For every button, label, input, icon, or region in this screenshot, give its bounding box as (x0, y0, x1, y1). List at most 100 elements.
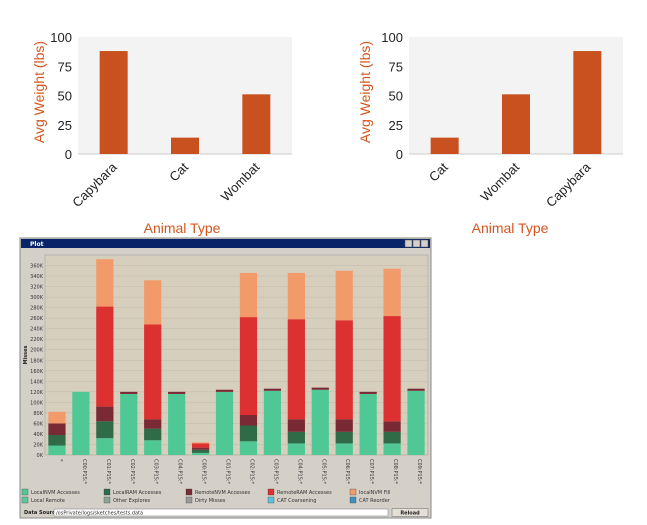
c1-xtick: Capybara (69, 159, 120, 210)
maximize-button[interactable] (412, 239, 421, 248)
c2-bar-wombat (502, 94, 530, 154)
c3-legend-swatch[interactable] (185, 488, 193, 496)
c3-ytick: 140K (30, 379, 44, 385)
c3-bar-segment (96, 306, 114, 407)
c3-xtick: C07:P15:* (368, 459, 374, 485)
data-source-input[interactable] (53, 508, 389, 517)
c3-bar-segment (335, 320, 353, 420)
c3-legend-swatch[interactable] (349, 488, 357, 496)
c2-bar-capybara (573, 51, 602, 154)
data-source-value: /osPrivate/logs/sketches/tests.data (56, 511, 143, 517)
c3-ytick: 220K (30, 337, 44, 343)
c3-bar-segment (383, 443, 401, 455)
c3-bar-segment (144, 428, 162, 441)
reload-button[interactable] (391, 508, 429, 517)
c1-ytick: 75 (58, 59, 72, 74)
c1-xtick: Wombat (218, 159, 263, 204)
c3-bar-segment (144, 324, 162, 420)
c3-legend-label: Local Remote (31, 498, 65, 504)
c3-legend-swatch[interactable] (103, 496, 111, 504)
c3-bar-segment (263, 388, 282, 391)
c3-ytick: 40K (33, 432, 43, 438)
c3-bar-segment (48, 445, 66, 455)
data-source-row: Data Source: /osPrivate/logs/sketches/te… (24, 508, 429, 517)
minimize-button[interactable] (404, 239, 413, 248)
c3-legend-label: LocalRAM Accesses (113, 490, 162, 496)
close-button[interactable] (420, 239, 429, 248)
c3-xtick: C06:P15:* (344, 459, 350, 485)
c2-xtick: Cat (426, 159, 451, 184)
c3-xtick: C05:P15:* (320, 459, 326, 485)
c3-bar-segment (48, 435, 66, 446)
chart-3-legend: LocalNVM Accesses LocalRAM Accesses Remote… (21, 488, 391, 504)
c1-bar-capybara (99, 51, 128, 154)
chart-1-xlabel: Animal Type (144, 220, 221, 236)
c1-ytick: 0 (65, 147, 72, 162)
c3-bar-segment (239, 272, 258, 318)
c3-ytick: 240K (30, 327, 44, 333)
c3-bar-segment (383, 268, 401, 317)
c3-bar-segment (287, 272, 305, 320)
c1-bar-wombat (242, 94, 271, 154)
c3-xtick: C01:P15:* (225, 459, 231, 485)
c3-bar-segment (383, 316, 401, 422)
c2-ytick: 25 (389, 118, 403, 133)
c3-legend-swatch[interactable] (349, 496, 357, 504)
c3-ytick: 60K (33, 421, 43, 427)
c3-xtick: * (57, 459, 63, 462)
c1-ytick: 25 (58, 118, 72, 133)
c3-bar-segment (191, 443, 210, 448)
window-controls (404, 239, 429, 248)
c3-bar-segment (191, 442, 210, 444)
c3-legend-swatch[interactable] (267, 496, 275, 504)
c3-bar-segment (335, 270, 353, 321)
window-title: Plot (30, 241, 44, 248)
c3-legend-label: Dirty Misses (195, 498, 226, 504)
c3-ytick: 120K (30, 390, 44, 396)
c3-legend-swatch[interactable] (103, 488, 111, 496)
c3-bar-segment (191, 449, 210, 453)
c3-ytick: 180K (30, 358, 44, 364)
c3-legend-label: LocalNVM Accesses (31, 490, 80, 496)
c3-legend-swatch[interactable] (267, 488, 275, 496)
c3-bar-segment (407, 388, 425, 391)
c3-bar-segment (96, 406, 114, 422)
c3-bar-segment (311, 389, 329, 455)
c3-bar-segment (72, 391, 90, 455)
c3-bar-segment (96, 438, 114, 455)
c3-legend-label: CAT Coarsening (277, 498, 316, 504)
chart-1: 0 25 50 75 100 Capybara Cat Wombat Avg Weight … (31, 30, 292, 236)
c3-bar-segment (359, 391, 377, 394)
c3-legend-swatch[interactable] (185, 496, 193, 504)
c3-xtick: C03:P15:* (272, 459, 278, 485)
c3-legend-swatch[interactable] (21, 496, 29, 504)
c1-ytick: 50 (58, 89, 72, 104)
c3-bar-segment (287, 419, 305, 432)
data-source-label: Data Source: (24, 510, 60, 516)
c3-bar-segment (215, 389, 234, 392)
c3-bar-segment (215, 391, 234, 455)
window-title-bar (21, 239, 430, 248)
c3-bar-segment (239, 441, 258, 455)
c2-ytick: 75 (389, 59, 403, 74)
c3-bar-segment (287, 443, 305, 455)
c3-bar-segment (239, 425, 258, 442)
c2-xtick: Wombat (477, 159, 522, 204)
chart-3-ylabel: Misses (23, 345, 29, 364)
c3-ytick: 100K (30, 400, 44, 406)
c2-ytick: 100 (381, 30, 403, 45)
c2-xtick: Capybara (543, 159, 594, 210)
c3-bar-segment (48, 411, 66, 424)
c3-bar-segment (191, 452, 210, 455)
c3-bar-segment (263, 390, 282, 455)
c3-bar-segment (287, 319, 305, 420)
c3-legend-label: CAT Reorder (359, 498, 391, 504)
c3-xtick: C03:P15:* (153, 459, 159, 485)
c3-ytick: 300K (30, 295, 44, 301)
c3-ytick: 20K (33, 442, 43, 448)
c3-xtick: C09:P15:* (416, 459, 422, 485)
c3-bar-segment (96, 259, 114, 307)
c3-bar-segment (144, 440, 162, 455)
c2-ytick: 0 (396, 147, 403, 162)
c3-legend-swatch[interactable] (21, 488, 29, 496)
